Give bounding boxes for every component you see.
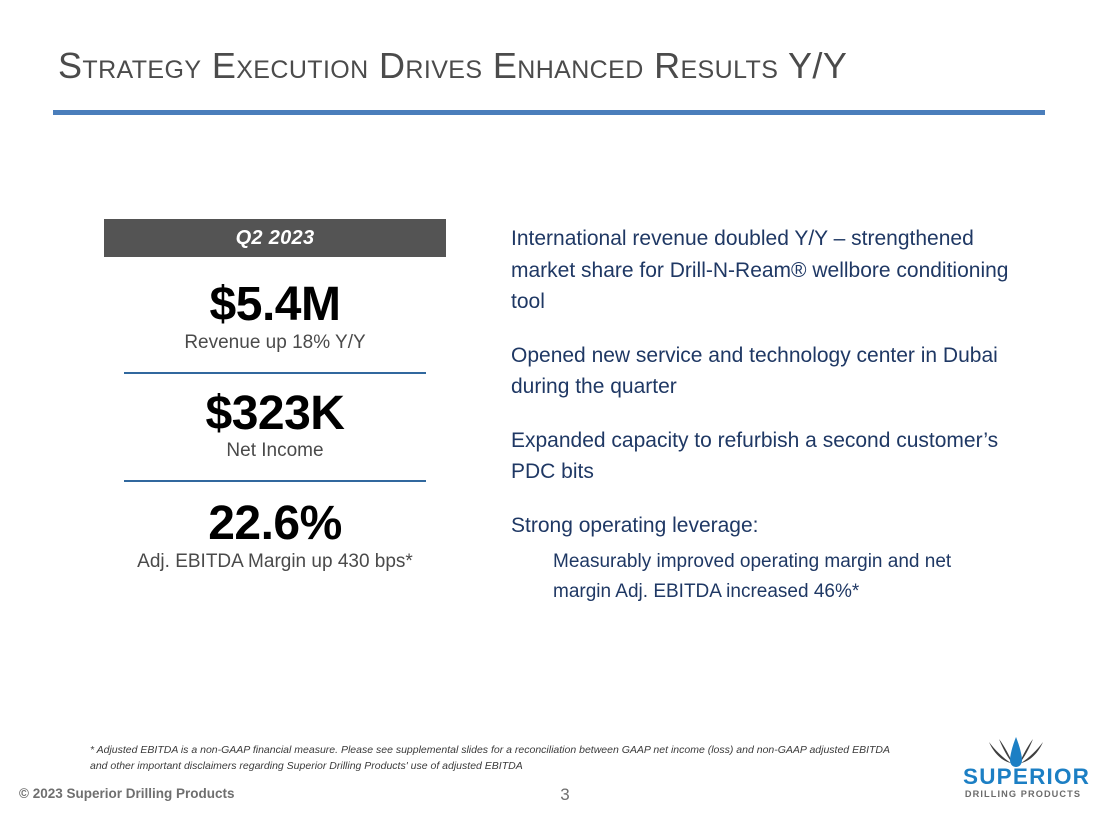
logo-wordmark: SUPERIOR (963, 764, 1091, 789)
metric-label: Net Income (226, 440, 324, 462)
footnote-disclaimer: * Adjusted EBITDA is a non-GAAP financia… (90, 744, 890, 772)
copyright-text: © 2023 Superior Drilling Products (19, 786, 235, 801)
metric-divider (124, 371, 426, 374)
list-item: Expanded capacity to refurbish a second … (511, 428, 999, 484)
metrics-panel: Q2 2023 $5.4M Revenue up 18% Y/Y $323K N… (104, 219, 446, 574)
list-item: International revenue doubled Y/Y – stre… (511, 227, 1009, 313)
logo-tagline: DRILLING PRODUCTS (964, 789, 1082, 799)
period-header-bar: Q2 2023 (104, 219, 446, 257)
list-item: Opened new service and technology center… (511, 343, 998, 399)
page-title: Strategy Execution Drives Enhanced Resul… (58, 45, 848, 86)
metric-adj-ebitda-margin: 22.6% Adj. EBITDA Margin up 430 bps* (104, 498, 446, 574)
metric-label: Adj. EBITDA Margin up 430 bps* (137, 550, 413, 572)
list-item: Strong operating leverage: (511, 513, 759, 537)
superior-drop-icon (989, 737, 1043, 767)
highlights-list: International revenue doubled Y/Y – stre… (511, 223, 1021, 607)
metric-revenue: $5.4M Revenue up 18% Y/Y (104, 279, 446, 355)
metric-value: $323K (205, 386, 345, 440)
company-logo: SUPERIOR DRILLING PRODUCTS (963, 736, 1091, 802)
metric-value: 22.6% (208, 497, 342, 551)
metric-value: $5.4M (209, 278, 341, 331)
metric-divider (124, 480, 426, 483)
metric-label: Revenue up 18% Y/Y (184, 331, 366, 353)
metric-net-income: $323K Net Income (104, 386, 446, 464)
period-label: Q2 2023 (235, 226, 315, 249)
title-accent-rule (53, 110, 1045, 115)
list-item-sub: Measurably improved operating margin and… (553, 551, 952, 602)
page-number: 3 (560, 785, 570, 804)
